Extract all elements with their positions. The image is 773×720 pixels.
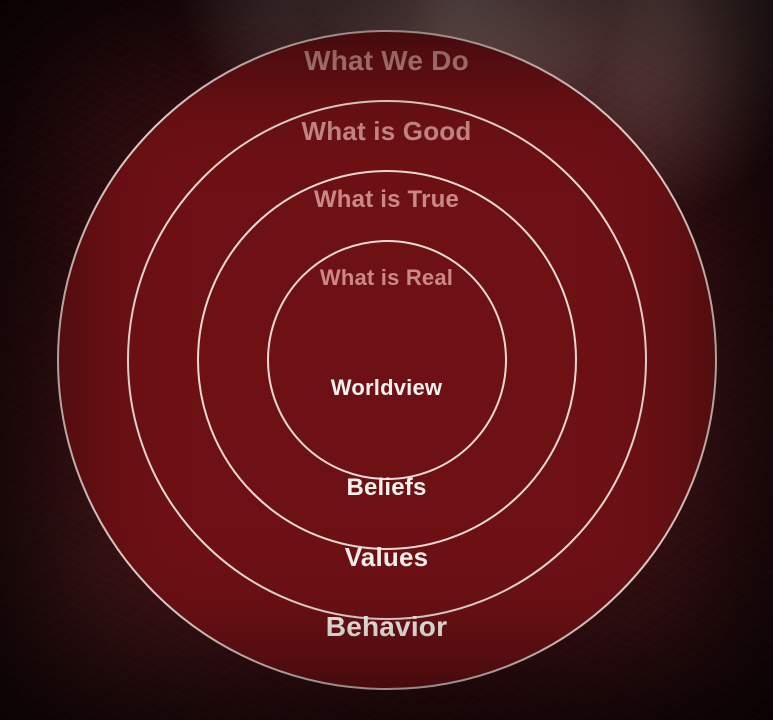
label-beliefs: Beliefs bbox=[346, 474, 426, 502]
label-what-is-good: What is Good bbox=[302, 116, 472, 147]
label-what-is-true: What is True bbox=[314, 186, 459, 214]
diagram-stage: What We Do What is Good What is True Wha… bbox=[0, 0, 773, 720]
label-behavior: Behavior bbox=[326, 611, 447, 643]
label-what-we-do: What We Do bbox=[304, 45, 469, 77]
label-values: Values bbox=[345, 542, 429, 573]
label-what-is-real: What is Real bbox=[320, 265, 453, 291]
label-worldview: Worldview bbox=[331, 375, 442, 401]
